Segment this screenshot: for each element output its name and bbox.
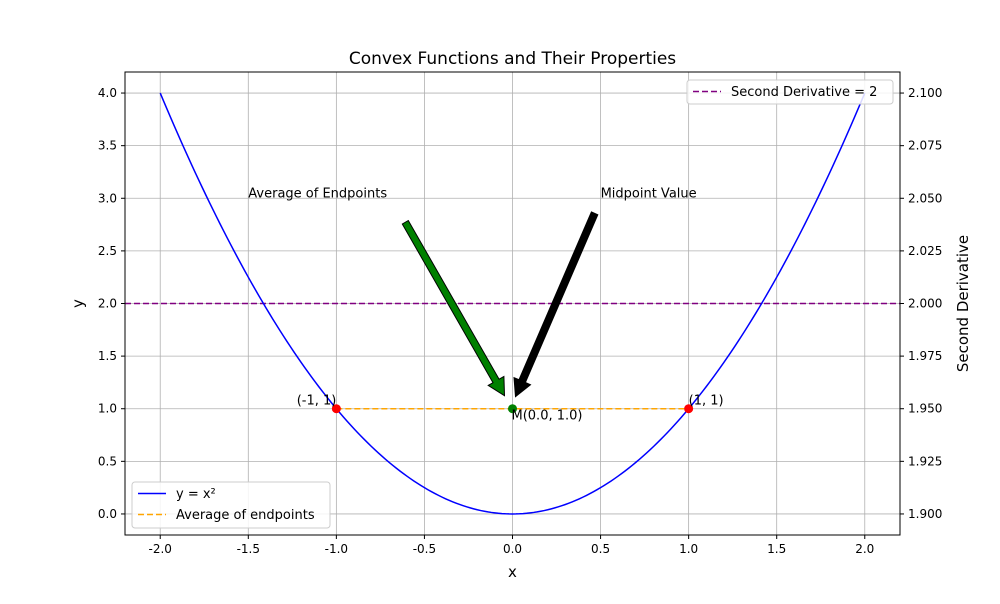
y2-tick-label: 1.975 — [908, 349, 942, 363]
x-tick-label: -0.5 — [413, 542, 436, 556]
x-tick-label: 1.5 — [767, 542, 786, 556]
data-point-label: M(0.0, 1.0) — [512, 409, 583, 424]
data-point-label: (1, 1) — [689, 394, 724, 409]
y-tick-label: 3.5 — [98, 139, 117, 153]
data-point-label: (-1, 1) — [297, 394, 337, 409]
y-axis-label: y — [69, 299, 87, 308]
y-tick-label: 1.0 — [98, 402, 117, 416]
x-tick-label: 0.0 — [503, 542, 522, 556]
x-tick-label: 1.0 — [679, 542, 698, 556]
x-tick-label: -1.0 — [325, 542, 348, 556]
y-tick-label: 1.5 — [98, 349, 117, 363]
series-line-parabola — [159, 92, 866, 515]
x-tick-label: 2.0 — [855, 542, 874, 556]
annotation-text-average: Average of Endpoints — [248, 186, 387, 201]
legend-label-second-derivative: Second Derivative = 2 — [731, 85, 877, 100]
annotation-text-midpoint: Midpoint Value — [601, 186, 697, 201]
y-tick-label: 4.0 — [98, 86, 117, 100]
x-tick-label: -2.0 — [149, 542, 172, 556]
legend-label-average-endpoints: Average of endpoints — [176, 508, 315, 523]
x-tick-label: -1.5 — [237, 542, 260, 556]
x-axis-label: x — [508, 563, 517, 581]
y2-tick-label: 1.950 — [908, 402, 942, 416]
y2-axis-label: Second Derivative — [954, 235, 972, 372]
y2-tick-label: 1.900 — [908, 507, 942, 521]
annotation-arrow-average — [401, 219, 506, 397]
y-tick-label: 2.5 — [98, 244, 117, 258]
y2-tick-label: 2.000 — [908, 297, 942, 311]
y-axis-ticks: 0.0 0.5 1.0 1.5 2.0 2.5 3.0 3.5 4.0 — [98, 86, 125, 521]
data-point — [684, 404, 694, 414]
data-point — [508, 404, 517, 414]
data-point — [331, 404, 341, 414]
y-tick-label: 2.0 — [98, 297, 117, 311]
annotation-arrow-midpoint — [513, 211, 599, 398]
x-tick-label: 0.5 — [591, 542, 610, 556]
legend-upper-right: Second Derivative = 2 — [686, 79, 894, 105]
annotations: Average of Endpoints Midpoint Value — [248, 186, 697, 398]
y-tick-label: 0.0 — [98, 507, 117, 521]
x-axis-ticks: -2.0 -1.5 -1.0 -0.5 0.0 0.5 1.0 1.5 2.0 — [149, 535, 874, 556]
y2-tick-label: 2.050 — [908, 191, 942, 205]
y2-tick-label: 2.025 — [908, 244, 942, 258]
y-tick-label: 3.0 — [98, 191, 117, 205]
y2-axis-ticks: 1.900 1.925 1.950 1.975 2.000 2.025 2.050 2.075… — [900, 86, 942, 521]
y2-tick-label: 1.925 — [908, 454, 942, 468]
y2-tick-label: 2.100 — [908, 86, 942, 100]
y-tick-label: 0.5 — [98, 454, 117, 468]
chart-title: Convex Functions and Their Properties — [349, 49, 676, 69]
y2-tick-label: 2.075 — [908, 139, 942, 153]
legend-lower-left: y = x² Average of endpoints — [131, 481, 331, 529]
legend-label-parabola: y = x² — [176, 487, 216, 502]
data-points: (-1, 1) (1, 1) M(0.0, 1.0) — [297, 394, 724, 424]
